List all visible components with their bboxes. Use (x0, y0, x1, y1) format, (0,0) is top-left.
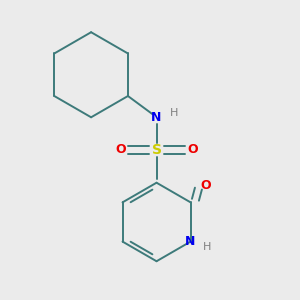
Text: H: H (170, 108, 179, 118)
Text: S: S (152, 143, 161, 157)
Text: N: N (185, 235, 196, 248)
Text: O: O (115, 143, 126, 157)
Text: N: N (152, 111, 162, 124)
Text: O: O (200, 179, 211, 193)
Text: O: O (187, 143, 198, 157)
Text: H: H (203, 242, 212, 253)
